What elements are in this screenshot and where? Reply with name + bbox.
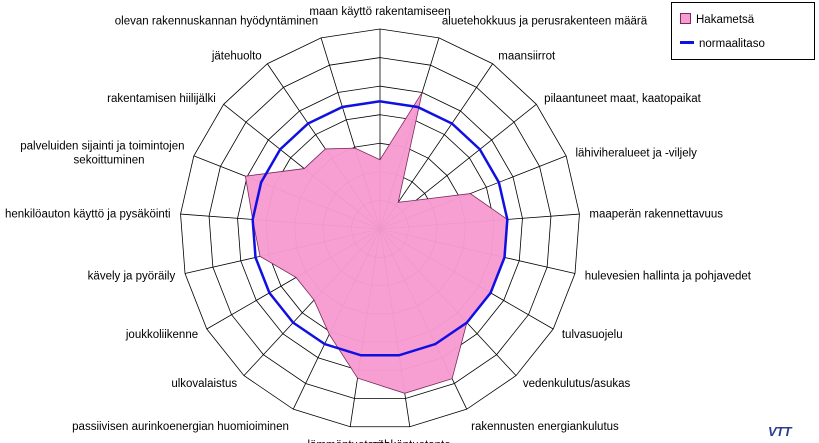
axis-label: rakennusten energiankulutus bbox=[471, 421, 619, 433]
axis-label: sähköntuotanto bbox=[372, 440, 451, 443]
axis-label: rakentamisen hiilijälki bbox=[107, 93, 216, 105]
axis-label: maaperän rakennettavuus bbox=[589, 208, 723, 220]
axis-label: maansiirrot bbox=[498, 50, 556, 62]
legend-label: normaalitaso bbox=[699, 38, 765, 50]
axis-label: hulevesien hallinta ja pohjavedet bbox=[585, 271, 752, 283]
axis-label: kävely ja pyöräily bbox=[88, 271, 176, 283]
axis-label: passiivisen aurinkoenergian huomioiminen bbox=[72, 421, 289, 433]
series-hakametsa-area bbox=[244, 92, 508, 394]
axis-label: olevan rakennuskannan hyödyntäminen bbox=[115, 15, 318, 27]
axis-label: tulvasuojelu bbox=[562, 329, 623, 341]
legend-item-hakametsa: Hakametsä bbox=[680, 13, 754, 26]
axis-label: jätehuolto bbox=[211, 50, 262, 62]
axis-label: ulkovalaistus bbox=[171, 378, 237, 390]
axis-label: henkilöauton käyttö ja pysäköinti bbox=[5, 208, 171, 220]
axis-label: vedenkulutus/asukas bbox=[523, 378, 631, 390]
legend-item-normaalitaso: normaalitaso bbox=[680, 38, 765, 50]
vtt-logo: VTT bbox=[768, 424, 792, 439]
legend-swatch-fill bbox=[680, 13, 691, 24]
axis-label: pilaantuneet maat, kaatopaikat bbox=[544, 93, 701, 105]
axis-label: lämmöntuotanto bbox=[307, 440, 389, 443]
axis-label: joukkoliikenne bbox=[125, 329, 198, 341]
grid-ring bbox=[180, 28, 580, 428]
legend-swatch-line bbox=[680, 41, 694, 44]
axis-label-line: sekoittuminen bbox=[74, 154, 145, 166]
axis-label: lähiviheralueet ja -viljely bbox=[575, 147, 697, 159]
legend: Hakametsä normaalitaso bbox=[671, 2, 815, 60]
axis-label: aluetehokkuus ja perusrakenteen määrä bbox=[442, 15, 648, 27]
axis-label-line: palveluiden sijainti ja toimintojen bbox=[20, 140, 184, 152]
series-normaalitaso-line bbox=[251, 100, 509, 357]
axis-label: maan käyttö rakentamiseen bbox=[309, 6, 450, 18]
axis-label: palveluiden sijainti ja toimintojen sekoi… bbox=[20, 140, 184, 166]
grid-ring bbox=[208, 57, 552, 399]
radar-series bbox=[244, 92, 509, 394]
legend-label: Hakametsä bbox=[696, 14, 755, 26]
